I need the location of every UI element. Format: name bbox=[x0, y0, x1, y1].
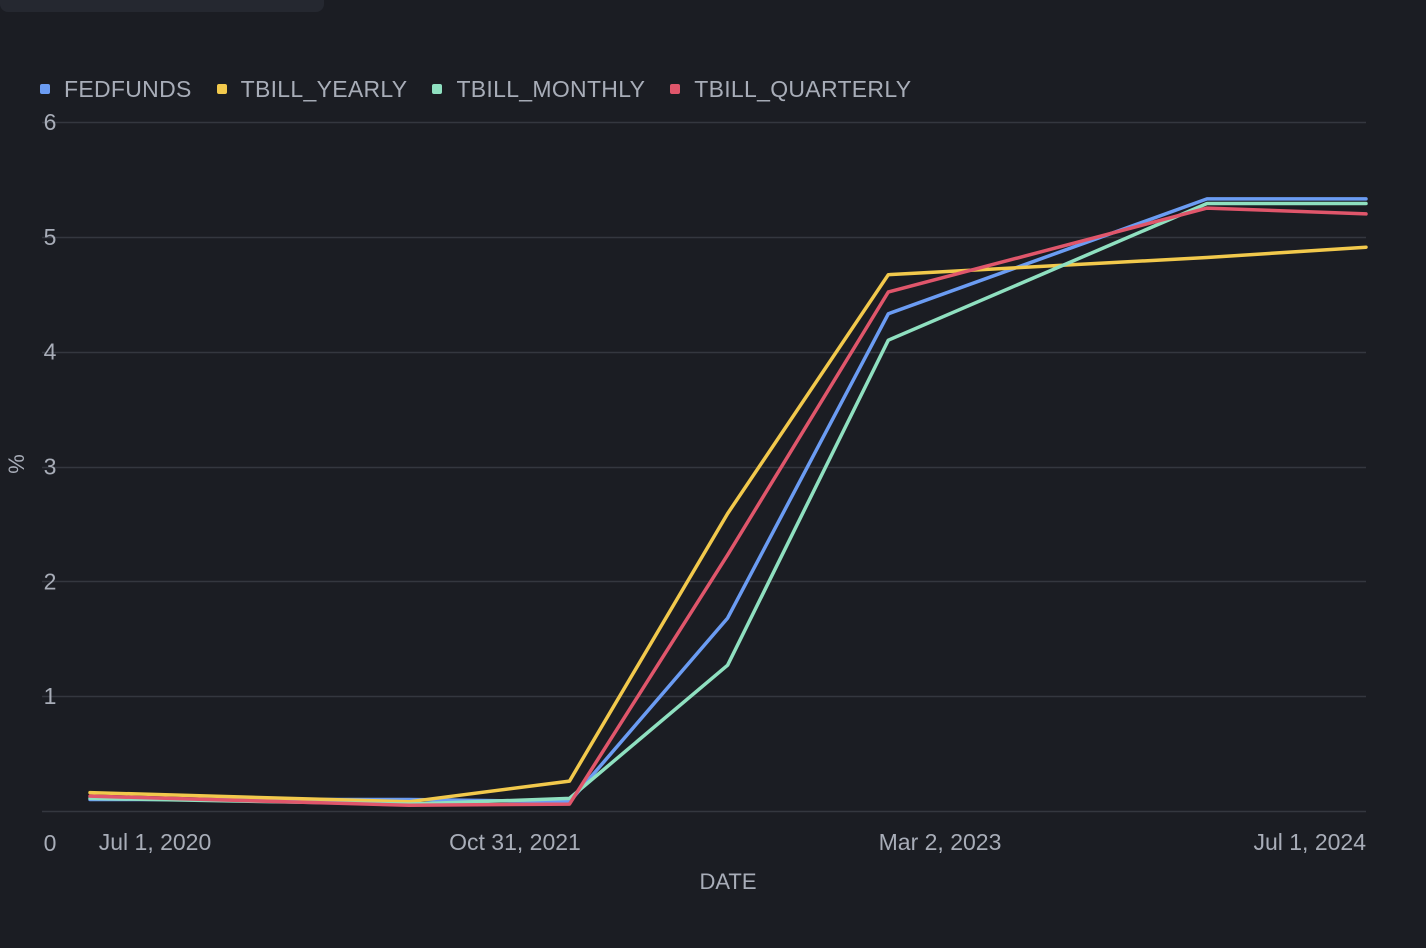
x-tick-label: Oct 31, 2021 bbox=[449, 829, 581, 855]
legend-label-tbill-quarterly: TBILL_QUARTERLY bbox=[694, 75, 912, 102]
legend-item-tbill-monthly[interactable]: TBILL_MONTHLY bbox=[432, 76, 645, 103]
x-axis-ticks: Jul 1, 2020 Oct 31, 2021 Mar 2, 2023 Jul 1,… bbox=[99, 829, 1366, 855]
series-lines bbox=[88, 197, 1368, 808]
y-tick-label: 6 bbox=[44, 109, 57, 135]
chart-legend: FEDFUNDS TBILL_YEARLY TBILL_MONTHLY TBIL… bbox=[40, 74, 936, 104]
series-line-tbill-monthly[interactable] bbox=[88, 201, 1368, 806]
legend-item-fedfunds[interactable]: FEDFUNDS bbox=[40, 76, 192, 103]
legend-swatch-fedfunds bbox=[40, 84, 50, 94]
legend-label-tbill-yearly: TBILL_YEARLY bbox=[240, 75, 408, 102]
legend-item-tbill-yearly[interactable]: TBILL_YEARLY bbox=[216, 75, 408, 103]
y-tick-label: 3 bbox=[44, 454, 57, 480]
series-line-fedfunds[interactable] bbox=[88, 197, 1368, 804]
legend-item-tbill-quarterly[interactable]: TBILL_QUARTERLY bbox=[670, 76, 911, 103]
y-tick-label: 2 bbox=[44, 568, 57, 594]
series-line-tbill-yearly[interactable] bbox=[88, 245, 1368, 804]
y-tick-label: 0 bbox=[44, 830, 57, 856]
x-axis-title: DATE bbox=[699, 869, 756, 894]
y-tick-label: 5 bbox=[44, 224, 57, 250]
top-panel-tab[interactable] bbox=[0, 0, 324, 12]
y-axis-ticks: 0 1 2 3 4 5 6 bbox=[44, 109, 57, 856]
grid-lines bbox=[42, 121, 1366, 813]
legend-label-fedfunds: FEDFUNDS bbox=[64, 75, 192, 102]
legend-swatch-tbill-quarterly bbox=[670, 84, 681, 94]
x-tick-label: Jul 1, 2024 bbox=[1253, 829, 1366, 855]
x-tick-label: Jul 1, 2020 bbox=[99, 829, 212, 855]
legend-swatch-tbill-monthly bbox=[432, 84, 443, 94]
y-axis-title: % bbox=[4, 454, 29, 474]
y-tick-label: 1 bbox=[44, 683, 57, 709]
y-tick-label: 4 bbox=[44, 339, 57, 365]
legend-label-tbill-monthly: TBILL_MONTHLY bbox=[456, 75, 646, 102]
legend-swatch-tbill-yearly bbox=[216, 84, 227, 94]
x-tick-label: Mar 2, 2023 bbox=[879, 829, 1002, 855]
series-line-tbill-quarterly[interactable] bbox=[88, 206, 1368, 808]
